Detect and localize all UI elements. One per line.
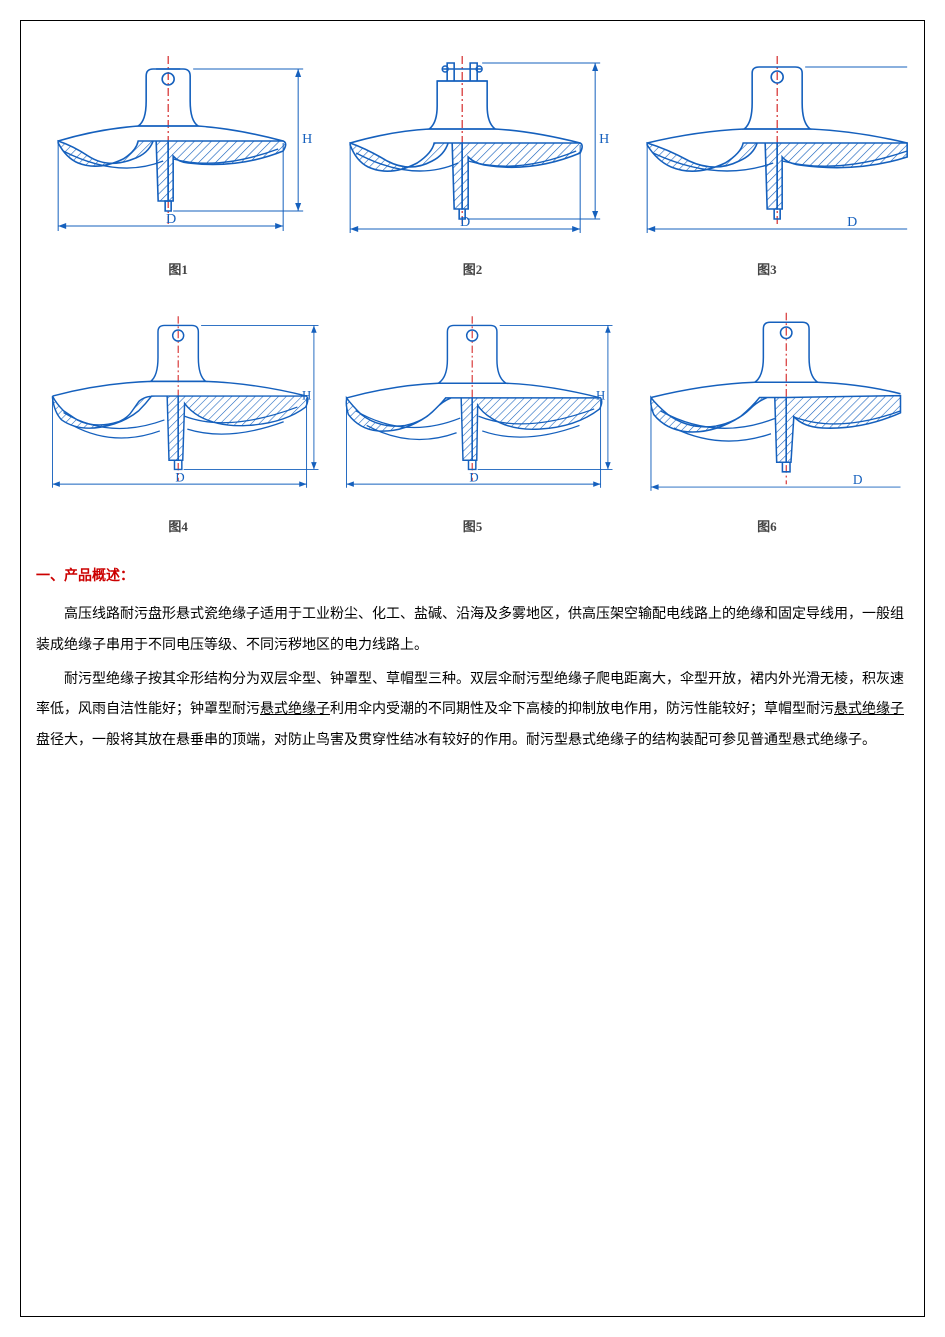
- figure-4-diagram: D H: [36, 308, 320, 508]
- body-text: 高压线路耐污盘形悬式瓷绝缘子适用于工业粉尘、化工、盐碱、沿海及多雾地区，供高压架…: [36, 600, 909, 757]
- dim-d-label: D: [175, 470, 184, 484]
- figure-1: D H 图1: [36, 51, 320, 278]
- figure-3-diagram: D: [625, 51, 909, 251]
- dim-h-label: H: [596, 389, 605, 403]
- figure-6-diagram: D: [625, 308, 909, 508]
- figure-6-label: 图6: [757, 516, 777, 535]
- dim-h-label: H: [302, 389, 311, 403]
- figures-row-2: D H 图4: [36, 308, 909, 535]
- body-text-segment: 利用伞内受潮的不同期性及伞下高棱的抑制放电作用，防污性能较好；草帽型耐污: [330, 702, 834, 717]
- dim-d-label: D: [470, 470, 479, 484]
- dim-h-label: H: [302, 132, 312, 147]
- figure-6: D 图6: [625, 308, 909, 535]
- dim-d-label: D: [847, 215, 857, 230]
- underlined-text: 悬式绝缘子: [260, 702, 330, 717]
- body-text-segment: 高压线路耐污盘形悬式瓷绝缘子适用于工业粉尘、化工、盐碱、沿海及多雾地区，供高压架…: [36, 607, 904, 653]
- dim-d-label: D: [166, 212, 176, 227]
- section-heading: 一、产品概述：: [36, 565, 909, 585]
- figure-5-label: 图5: [463, 516, 483, 535]
- body-text-segment: 盘径大，一般将其放在悬垂串的顶端，对防止鸟害及贯穿性结冰有较好的作用。耐污型悬式…: [36, 733, 876, 748]
- dim-d-label: D: [460, 215, 470, 230]
- figures-container: D H 图1: [36, 51, 909, 535]
- page-border: D H 图1: [20, 20, 925, 1317]
- dim-h-label: H: [599, 132, 609, 147]
- figure-5: D H 图5: [330, 308, 614, 535]
- figure-1-label: 图1: [168, 259, 188, 278]
- figure-2: D H 图2: [330, 51, 614, 278]
- figure-2-label: 图2: [463, 259, 483, 278]
- figure-1-diagram: D H: [36, 51, 320, 251]
- paragraph-1: 高压线路耐污盘形悬式瓷绝缘子适用于工业粉尘、化工、盐碱、沿海及多雾地区，供高压架…: [36, 600, 909, 662]
- figure-3: D 图3: [625, 51, 909, 278]
- figure-5-diagram: D H: [330, 308, 614, 508]
- figure-3-label: 图3: [757, 259, 777, 278]
- figures-row-1: D H 图1: [36, 51, 909, 278]
- figure-2-diagram: D H: [330, 51, 614, 251]
- dim-d-label: D: [853, 472, 863, 487]
- figure-4-label: 图4: [168, 516, 188, 535]
- underlined-text: 悬式绝缘子: [834, 702, 904, 717]
- paragraph-2: 耐污型绝缘子按其伞形结构分为双层伞型、钟罩型、草帽型三种。双层伞耐污型绝缘子爬电…: [36, 665, 909, 757]
- figure-4: D H 图4: [36, 308, 320, 535]
